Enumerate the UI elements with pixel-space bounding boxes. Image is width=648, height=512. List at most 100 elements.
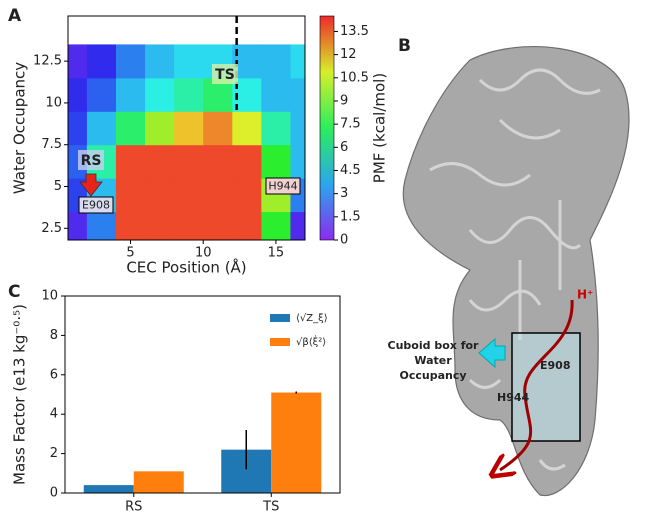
y-tick-label: 5 [54,179,62,194]
y-tick-label: 7.5 [41,137,62,152]
pmf-cell [174,144,204,179]
colorbar-tick-label: 10.5 [340,70,369,85]
legend-swatch [270,338,290,346]
pmf-cell [145,211,175,240]
colorbar-tick-label: 4.5 [340,163,361,178]
pmf-cell [232,178,262,213]
colorbar-label: PMF (kcal/mol) [371,73,389,183]
box-label: Water [414,354,452,367]
y-axis-label: Mass Factor (e13 kg⁻⁰·⁵) [11,304,29,485]
pmf-cell [203,211,233,240]
pmf-cell [232,144,262,179]
plot-frame [64,295,341,494]
pmf-cell [86,77,117,112]
pmf-cell [261,211,291,240]
pmf-cell [86,211,117,240]
box-arrow [478,337,506,369]
box-label: Occupancy [399,369,466,382]
pmf-cell [145,44,175,79]
y-tick-label: 6 [50,367,58,382]
y-tick-label: 2 [50,446,58,461]
x-tick-label: 15 [268,246,285,261]
y-axis-label: Water Occupancy [11,62,29,194]
pmf-cell [86,44,117,79]
pmf-cell [145,77,175,112]
box-label: Cuboid box for [388,339,480,352]
colorbar [319,15,335,241]
colorbar-tick-label: 12 [340,47,357,62]
pmf-cell [68,44,88,79]
pmf-cell [174,77,204,112]
panel-b: B H⁺ Cuboid box for Water Occupancy E908… [388,36,630,497]
pmf-cell [68,211,88,240]
panel-a: 5 10 15 2.5 5 7.5 10 12.5 CEC Position (Å) Water … [8,6,389,277]
pmf-cell [115,111,146,146]
y-tick-label: 2.5 [41,221,62,236]
colorbar-tick-label: 3 [340,186,348,201]
pmf-cell [174,211,204,240]
y-tick-label: 4 [50,407,58,422]
y-tick-label: 8 [50,328,58,343]
legend-label: √β⟨ξ̇²⟩ [296,334,326,348]
ribbon-detail [429,68,601,471]
pmf-cell [115,44,146,79]
y-tick-label: 12.5 [33,54,62,69]
bar [271,392,322,493]
pmf-cell [145,111,175,146]
pmf-cell [203,144,233,179]
pmf-cell [68,111,88,146]
pmf-cell [261,77,291,112]
pmf-cell [290,44,305,79]
panel-label: C [8,282,20,302]
panel-label: A [8,6,22,26]
pmf-cell [115,144,146,179]
pmf-cell [290,144,305,179]
pmf-cell [174,111,204,146]
residue-label: H944 [497,391,530,404]
x-tick-label: RS [125,500,142,512]
annotation-box [78,196,114,214]
legend-swatch [270,314,290,322]
colorbar-tick-label: 9 [340,93,348,108]
colorbar-tick-label: 6 [340,140,348,155]
x-tick-label: 10 [195,246,212,261]
proton-path [500,299,574,470]
pmf-cell [232,211,262,240]
pmf-cell [261,111,291,146]
pmf-cell [174,178,204,213]
legend-label: ⟨√Z_ξ⟩ [296,313,328,324]
pmf-cell [86,111,117,146]
plot-frame [67,15,306,241]
colorbar-tick-label: 7.5 [340,117,361,132]
cuboid-box [511,332,581,442]
pmf-cell [261,144,291,179]
pmf-cell [68,77,88,112]
annotation: TS [215,67,235,83]
annotation-box [78,150,104,170]
bar [133,471,184,493]
annotation: E908 [82,199,110,212]
pmf-cell [290,111,305,146]
pmf-cell [203,178,233,213]
proton-label: H⁺ [577,288,593,302]
pmf-cell [145,144,175,179]
x-tick-label: TS [262,500,279,512]
x-axis-label: CEC Position (Å) [126,258,246,277]
pmf-cell [261,44,291,79]
heatmap [68,44,305,240]
pmf-cell [115,178,146,213]
colorbar-tick-label: 1.5 [340,209,361,224]
annotation: H944 [268,180,297,193]
colorbar-tick-label: 0 [340,233,348,248]
pmf-cell [203,111,233,146]
colorbar-tick-label: 13.5 [340,24,369,39]
x-tick-label: 5 [126,246,134,261]
panel-c: 0 2 4 6 8 10 RS TS Mass Factor (e13 kg⁻⁰·⁵) C ⟨√Z_… [8,282,341,512]
pmf-cell [115,211,146,240]
pmf-cell [174,44,204,79]
pmf-cell [232,111,262,146]
residue-label: E908 [540,359,570,372]
panel-label: B [398,36,411,56]
bar [83,485,134,493]
